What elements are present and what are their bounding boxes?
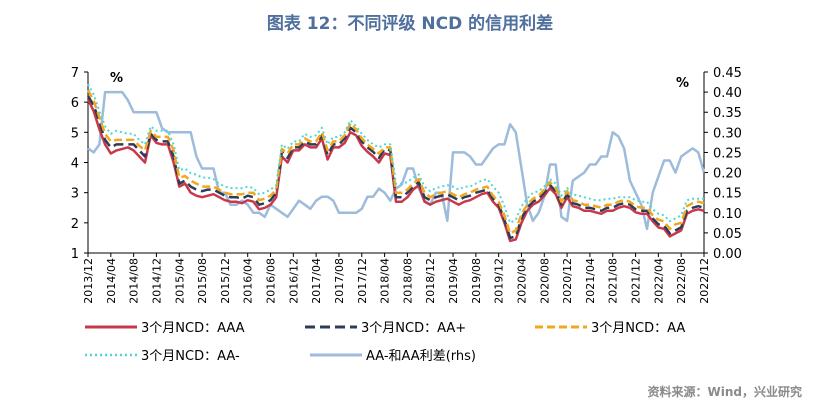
legend-label: 3个月NCD：AAA <box>141 321 245 336</box>
x-tick-label: 2017/04 <box>310 258 323 304</box>
right-tick-label: 0.20 <box>713 167 742 182</box>
x-tick-label: 2021/12 <box>630 258 643 304</box>
x-tick-label: 2022/08 <box>675 258 688 304</box>
left-tick-label: 7 <box>71 66 79 81</box>
x-tick-label: 2013/12 <box>82 258 95 304</box>
x-tick-label: 2017/12 <box>356 258 369 304</box>
chart-series <box>86 83 706 243</box>
x-tick-label: 2014/08 <box>128 258 141 304</box>
chart-axes: 1 2 3 4 5 6 7 0.00 0.05 0.10 0.15 0.20 0.25 0.30 0.35 0… <box>71 66 742 304</box>
right-tick-label: 0.00 <box>713 247 742 262</box>
x-tick-label: 2015/12 <box>219 258 232 304</box>
x-tick-label: 2017/08 <box>333 258 346 304</box>
left-tick-label: 2 <box>71 217 79 232</box>
left-tick-label: 5 <box>71 126 79 141</box>
right-tick-label: 0.10 <box>713 207 742 222</box>
series-line <box>87 83 704 224</box>
x-tick-label: 2019/08 <box>470 258 483 304</box>
right-tick-label: 0.45 <box>713 66 742 81</box>
x-tick-label: 2022/04 <box>652 258 665 304</box>
x-tick-label: 2018/04 <box>379 258 392 304</box>
legend-label: 3个月NCD：AA <box>591 321 685 336</box>
left-tick-label: 1 <box>71 247 79 262</box>
series-line <box>86 98 705 243</box>
x-tick-label: 2014/04 <box>105 258 118 304</box>
series-line <box>86 89 705 235</box>
page-title: 图表 12：不同评级 NCD 的信用利差 <box>266 14 554 34</box>
x-tick-label: 2016/04 <box>242 258 255 304</box>
x-tick-label: 2021/04 <box>584 258 597 304</box>
x-tick-label: 2022/12 <box>698 258 711 304</box>
right-tick-label: 0.40 <box>713 86 742 101</box>
x-tick-label: 2016/12 <box>287 258 300 304</box>
legend-label: 3个月NCD：AA- <box>141 349 240 364</box>
legend-label: AA-和AA利差(rhs) <box>366 349 476 364</box>
x-tick-label: 2019/12 <box>493 258 506 304</box>
x-tick-label: 2021/08 <box>607 258 620 304</box>
source-note: 资料来源：Wind，兴业研究 <box>647 385 802 399</box>
right-tick-label: 0.05 <box>713 227 742 242</box>
right-tick-label: 0.35 <box>713 106 742 121</box>
x-tick-label: 2020/12 <box>561 258 574 304</box>
x-tick-label: 2015/04 <box>173 258 186 304</box>
legend-label: 3个月NCD：AA+ <box>361 321 466 336</box>
series-line <box>86 95 705 240</box>
left-tick-label: 4 <box>71 157 79 172</box>
x-tick-label: 2018/08 <box>401 258 414 304</box>
x-tick-label: 2020/04 <box>515 258 528 304</box>
x-tick-label: 2018/12 <box>424 258 437 304</box>
right-tick-label: 0.25 <box>713 146 742 161</box>
x-tick-label: 2019/04 <box>447 258 460 304</box>
x-tick-label: 2015/08 <box>196 258 209 304</box>
left-unit-label: % <box>110 71 123 86</box>
right-tick-label: 0.15 <box>713 187 742 202</box>
legend: 3个月NCD：AAA 3个月NCD：AA+ 3个月NCD：AA 3个月NCD：AA- A… <box>85 321 685 364</box>
series-line <box>87 90 706 231</box>
left-tick-label: 3 <box>71 187 79 202</box>
x-tick-label: 2014/12 <box>150 258 163 304</box>
x-tick-label: 2016/08 <box>265 258 278 304</box>
x-tick-label: 2020/08 <box>538 258 551 304</box>
right-tick-label: 0.30 <box>713 126 742 141</box>
right-unit-label: % <box>676 76 689 91</box>
left-tick-label: 6 <box>71 96 79 111</box>
